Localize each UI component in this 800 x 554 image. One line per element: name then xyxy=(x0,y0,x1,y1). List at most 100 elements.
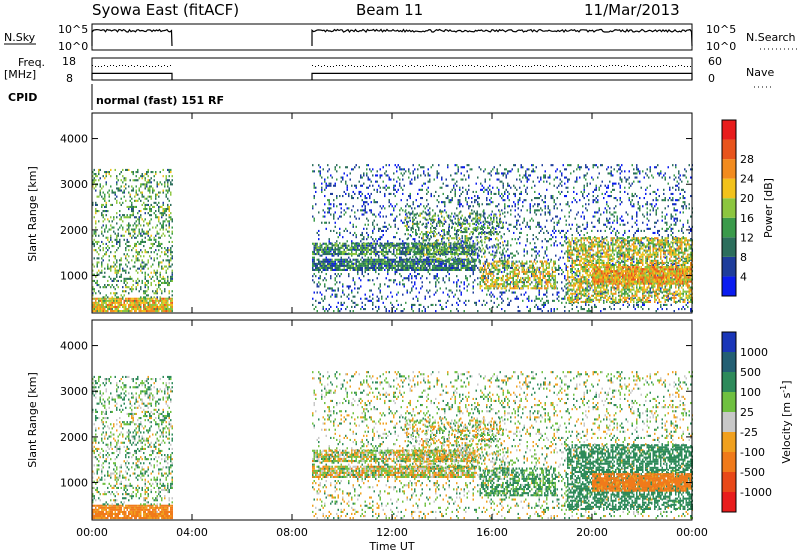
power-cell xyxy=(137,305,139,308)
noise-tick-right-low: 10^0 xyxy=(706,40,736,53)
power-cell xyxy=(92,179,94,182)
power-cell xyxy=(334,295,336,298)
power-cell xyxy=(576,180,578,183)
power-cell xyxy=(143,292,145,295)
power-cell xyxy=(484,236,486,239)
power-cell xyxy=(475,264,477,267)
power-cell xyxy=(125,199,127,202)
power-cell xyxy=(673,310,675,313)
power-cell xyxy=(138,253,140,256)
power-cell xyxy=(372,303,374,306)
power-cell xyxy=(140,214,142,217)
power-cell xyxy=(523,174,525,177)
power-cell xyxy=(161,183,163,186)
power-cell xyxy=(162,305,164,308)
power-cell xyxy=(141,238,143,241)
power-cell xyxy=(409,234,411,237)
power-cell xyxy=(394,271,396,274)
power-cell xyxy=(535,254,537,257)
power-cell xyxy=(678,176,680,179)
power-cell xyxy=(654,205,656,208)
power-cell xyxy=(606,186,608,189)
power-cell xyxy=(675,203,677,206)
power-cell xyxy=(507,297,509,300)
power-cell xyxy=(507,190,509,193)
power-cell xyxy=(141,230,143,233)
power-cell xyxy=(342,291,344,294)
power-cell xyxy=(399,184,401,187)
power-cell xyxy=(101,212,103,215)
power-cell xyxy=(544,213,546,216)
power-cell xyxy=(345,268,347,271)
power-cell xyxy=(146,232,148,235)
power-cell xyxy=(409,291,411,294)
nave-point xyxy=(630,66,631,67)
power-cell xyxy=(171,220,173,223)
power-cell xyxy=(610,174,612,177)
power-cell xyxy=(331,258,333,261)
power-cell xyxy=(588,308,590,311)
power-cell xyxy=(660,303,662,306)
power-cell xyxy=(429,174,431,177)
power-cell xyxy=(135,179,137,182)
power-cell xyxy=(149,255,151,258)
power-cell xyxy=(104,193,106,196)
power-cell xyxy=(661,227,663,230)
power-cell xyxy=(388,244,390,247)
power-cell xyxy=(594,211,596,214)
power-cell xyxy=(468,207,470,210)
power-cell xyxy=(504,291,506,294)
power-cell xyxy=(618,182,620,185)
power-cell xyxy=(429,211,431,214)
power-cell xyxy=(460,242,462,245)
power-cell xyxy=(655,213,657,216)
power-cell xyxy=(318,268,320,271)
power-cell xyxy=(366,201,368,204)
power-cell xyxy=(122,269,124,272)
power-cell xyxy=(324,188,326,191)
power-cell xyxy=(98,284,100,287)
power-cell xyxy=(369,197,371,200)
power-cell xyxy=(140,175,142,178)
power-cell xyxy=(312,268,314,271)
power-cell xyxy=(324,258,326,261)
power-cell xyxy=(543,256,545,259)
power-cell xyxy=(508,170,510,173)
power-cell xyxy=(312,170,314,173)
power-cell xyxy=(447,195,449,198)
power-cell xyxy=(633,305,635,308)
power-cell xyxy=(598,207,600,210)
power-cell xyxy=(424,182,426,185)
power-cell xyxy=(534,209,536,212)
power-cell xyxy=(321,246,323,249)
power-cell xyxy=(107,308,109,311)
power-cell xyxy=(153,205,155,208)
power-cell xyxy=(93,179,95,182)
power-cell xyxy=(528,178,530,181)
power-cell xyxy=(93,181,95,184)
power-cell xyxy=(477,252,479,255)
nave-point xyxy=(402,66,403,67)
power-cell xyxy=(384,283,386,286)
power-cell xyxy=(666,303,668,306)
power-cell xyxy=(373,283,375,286)
power-cell xyxy=(457,201,459,204)
power-cell xyxy=(555,268,557,271)
power-cell xyxy=(123,177,125,180)
power-cell xyxy=(504,262,506,265)
power-cell xyxy=(471,201,473,204)
power-cell xyxy=(396,231,398,234)
power-cell xyxy=(340,308,342,311)
power-cell xyxy=(98,210,100,213)
power-cell xyxy=(535,209,537,212)
power-cell xyxy=(342,283,344,286)
power-cell xyxy=(98,220,100,223)
power-cell xyxy=(149,187,151,190)
power-cell xyxy=(144,187,146,190)
power-cell xyxy=(619,166,621,169)
power-cell xyxy=(585,227,587,230)
power-cell xyxy=(149,222,151,225)
power-cell xyxy=(337,301,339,304)
power-cell xyxy=(92,297,94,300)
power-cell xyxy=(438,217,440,220)
